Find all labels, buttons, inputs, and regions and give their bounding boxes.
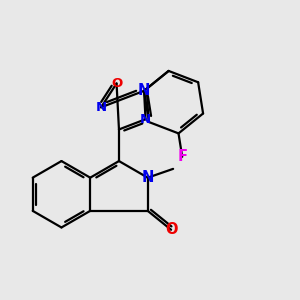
Text: N: N [140, 113, 151, 126]
Text: N: N [95, 101, 106, 114]
Text: N: N [142, 170, 154, 185]
Text: O: O [111, 77, 122, 90]
Text: O: O [165, 222, 177, 237]
Text: N: N [138, 83, 150, 98]
Text: F: F [177, 149, 187, 164]
